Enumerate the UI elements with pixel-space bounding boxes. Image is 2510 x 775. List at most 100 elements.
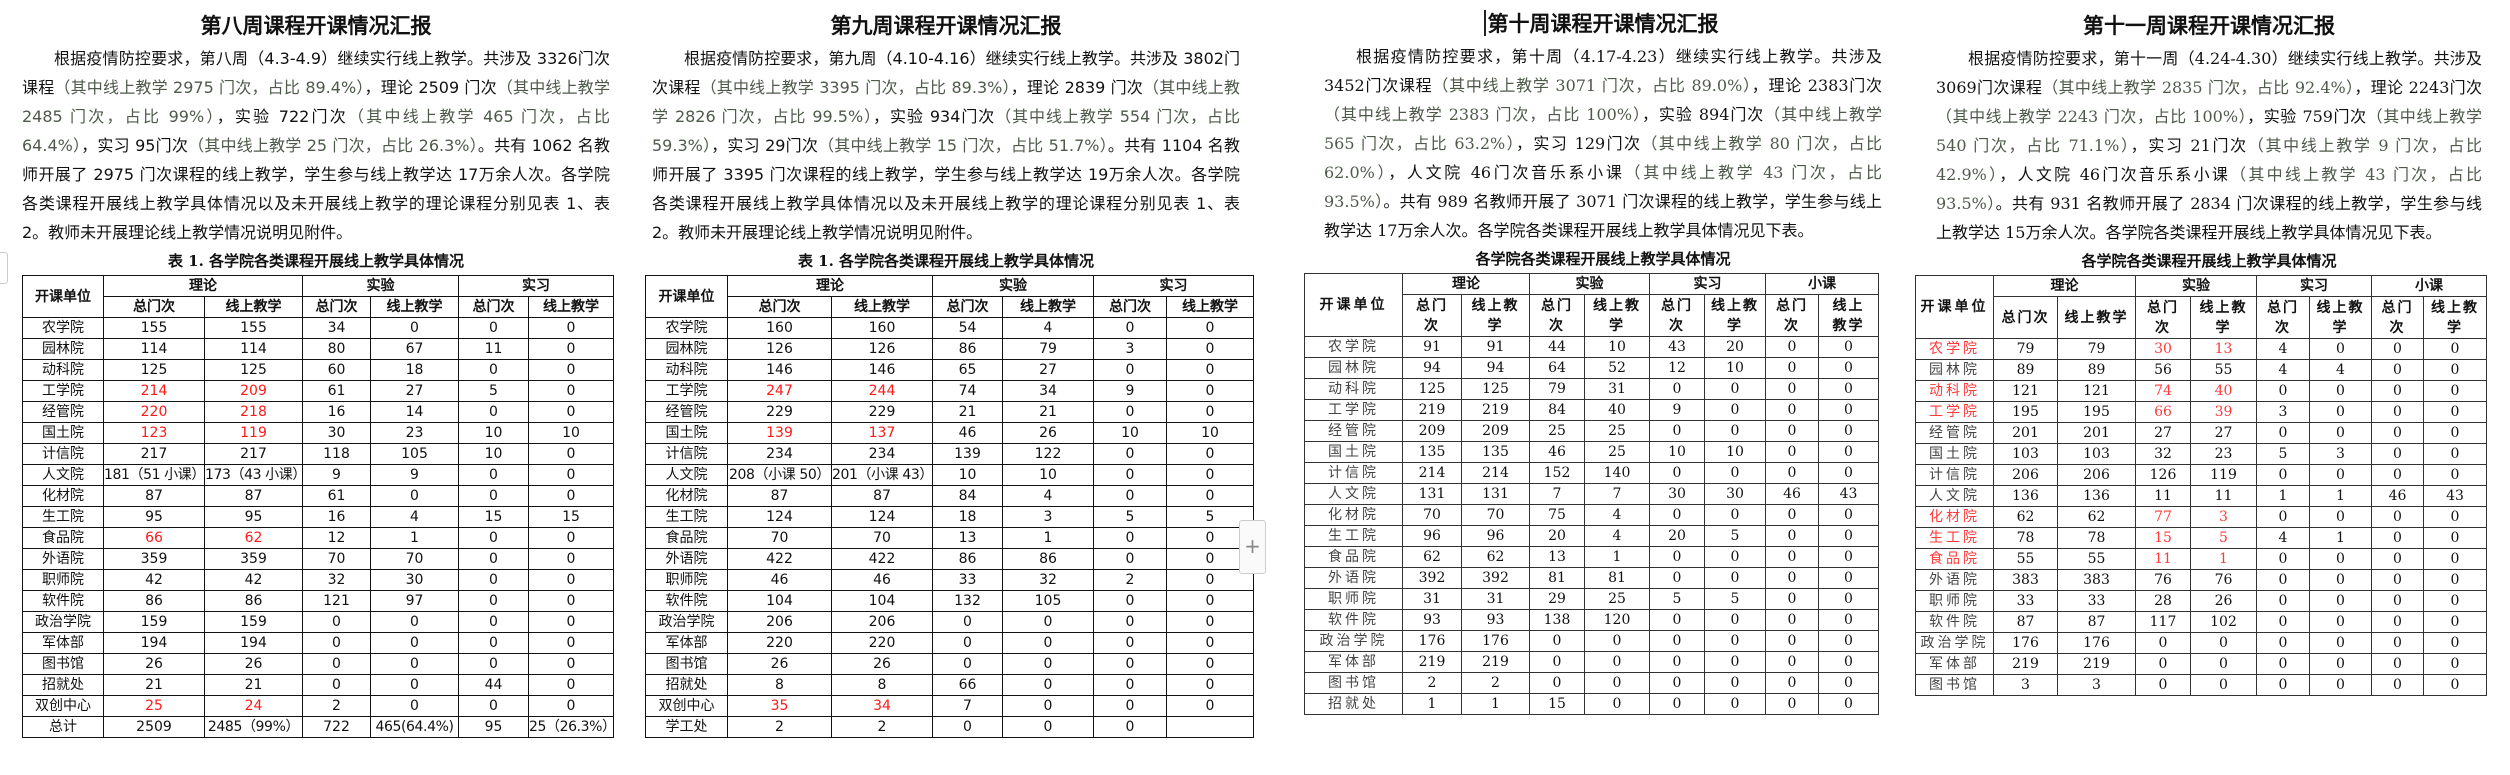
value-cell: 121 — [2057, 380, 2136, 402]
value-cell: 5 — [1093, 506, 1167, 528]
value-cell: 121 — [1993, 380, 2058, 402]
value-cell: 0 — [2423, 422, 2487, 444]
value-cell: 359 — [204, 548, 303, 570]
value-cell: 3 — [1093, 338, 1167, 360]
header-row-sub: 总门次 线上教学 总门次 线上教学 总门次 线上教学 总门次 线上教学 — [1916, 296, 2487, 339]
value-cell: 206 — [727, 611, 832, 633]
value-cell: 94 — [1402, 357, 1462, 379]
unit-name-cell: 动科院 — [645, 359, 728, 381]
value-cell: 0 — [1704, 399, 1766, 421]
value-cell: 66 — [103, 527, 205, 549]
unit-name-cell: 化材院 — [22, 485, 104, 507]
value-cell: 34 — [302, 317, 371, 339]
value-cell: 10 — [1002, 464, 1094, 486]
value-cell: 0 — [528, 695, 614, 717]
table-row: 食品院 55 55 11 1 0 0 0 0 — [1915, 548, 2487, 570]
value-cell: 0 — [458, 632, 529, 654]
value-cell: 35 — [727, 695, 832, 717]
add-button[interactable]: + — [1239, 520, 1266, 574]
value-cell: 62 — [1402, 546, 1462, 568]
paragraph-note: （其中线上教学 465 门次，占比 64.4%） — [22, 107, 610, 155]
value-cell: 55 — [2057, 548, 2136, 570]
value-cell: 126 — [727, 338, 832, 360]
group-header: 实验 — [302, 275, 459, 297]
table-row: 计信院 217 217 118 105 10 0 — [22, 443, 614, 465]
value-cell: 0 — [2371, 401, 2424, 423]
value-cell: 62 — [2057, 506, 2136, 528]
table-row: 农学院 79 79 30 13 4 0 0 0 — [1915, 338, 2487, 360]
value-cell: 0 — [2135, 674, 2191, 696]
table-row: 经管院 229 229 21 21 0 0 — [645, 401, 1254, 423]
value-cell: 234 — [831, 443, 933, 465]
unit-name-cell: 软件院 — [1304, 609, 1403, 631]
paragraph-text: ，理论 2839 门次 — [1010, 78, 1143, 97]
value-cell: 201 — [1993, 422, 2058, 444]
value-cell: 87 — [727, 485, 832, 507]
value-cell: 125 — [1402, 378, 1462, 400]
value-cell: 40 — [2190, 380, 2257, 402]
value-cell: 9 — [1093, 380, 1167, 402]
value-cell: 0 — [2423, 338, 2487, 360]
value-cell: 122 — [1002, 443, 1094, 465]
unit-name-cell: 化材院 — [645, 485, 728, 507]
value-cell: 131 — [1402, 483, 1462, 505]
value-cell: 176 — [1402, 630, 1462, 652]
value-cell: 70 — [1402, 504, 1462, 526]
paragraph-text: ，理论 2243门次 — [2354, 78, 2482, 97]
table-row: 军体部 220 220 0 0 0 0 — [645, 632, 1254, 654]
value-cell: 136 — [1993, 485, 2058, 507]
value-cell: 0 — [528, 590, 614, 612]
value-cell: 0 — [2371, 674, 2424, 696]
unit-name-cell: 图书馆 — [645, 653, 728, 675]
value-cell: 0 — [1584, 630, 1650, 652]
value-cell: 0 — [2371, 653, 2424, 675]
value-cell: 0 — [1818, 357, 1879, 379]
value-cell: 219 — [1461, 399, 1530, 421]
value-cell: 146 — [727, 359, 832, 381]
table-row: 外语院 422 422 86 86 0 0 — [645, 548, 1254, 570]
group-header: 小课 — [1765, 273, 1879, 295]
online-count-header: 线上教学 — [1166, 296, 1254, 318]
value-cell: 0 — [458, 548, 529, 570]
table-row: 生工院 78 78 15 5 4 1 0 0 — [1915, 527, 2487, 549]
value-cell: 26 — [103, 653, 205, 675]
value-cell: 0 — [2371, 464, 2424, 486]
value-cell: 31 — [1461, 588, 1530, 610]
paragraph-note: （其中线上教学 2835 门次，占比 92.4%） — [2042, 78, 2355, 97]
value-cell: 4 — [1002, 317, 1094, 339]
value-cell: 74 — [932, 380, 1003, 402]
unit-name-cell: 外语院 — [1304, 567, 1403, 589]
unit-name-cell: 国土院 — [1304, 441, 1403, 463]
value-cell: 119 — [2190, 464, 2257, 486]
value-cell: 24 — [204, 695, 303, 717]
unit-name-cell: 人文院 — [1915, 485, 1994, 507]
value-cell: 16 — [302, 401, 371, 423]
value-cell: 13 — [2190, 338, 2257, 360]
value-cell: 0 — [1704, 651, 1766, 673]
unit-name-cell: 农学院 — [1915, 338, 1994, 360]
value-cell: 244 — [831, 380, 933, 402]
value-cell: 0 — [1649, 693, 1705, 715]
table-row: 经管院 220 218 16 14 0 0 — [22, 401, 614, 423]
value-cell: 89 — [1993, 359, 2058, 381]
value-cell: 0 — [2309, 653, 2372, 675]
value-cell: 5 — [1704, 525, 1766, 547]
value-cell: 0 — [1093, 716, 1167, 738]
value-cell: 0 — [1765, 504, 1819, 526]
value-cell: 0 — [528, 548, 614, 570]
value-cell: 0 — [1649, 378, 1705, 400]
total-count-header: 总门次 — [727, 296, 832, 318]
paragraph-text: ，实习 21门次 — [2130, 136, 2248, 155]
online-count-header: 线上教学 — [1584, 294, 1650, 337]
value-cell: 422 — [727, 548, 832, 570]
table-row: 招就处 8 8 66 0 0 0 — [645, 674, 1254, 696]
total-count-header: 总门次 — [1765, 294, 1819, 337]
value-cell: 0 — [528, 401, 614, 423]
value-cell: 0 — [1166, 359, 1254, 381]
value-cell: 214 — [1402, 462, 1462, 484]
value-cell: 105 — [370, 443, 459, 465]
value-cell: 34 — [831, 695, 933, 717]
unit-name-cell: 食品院 — [22, 527, 104, 549]
value-cell: 20 — [1649, 525, 1705, 547]
value-cell: 135 — [1461, 441, 1530, 463]
